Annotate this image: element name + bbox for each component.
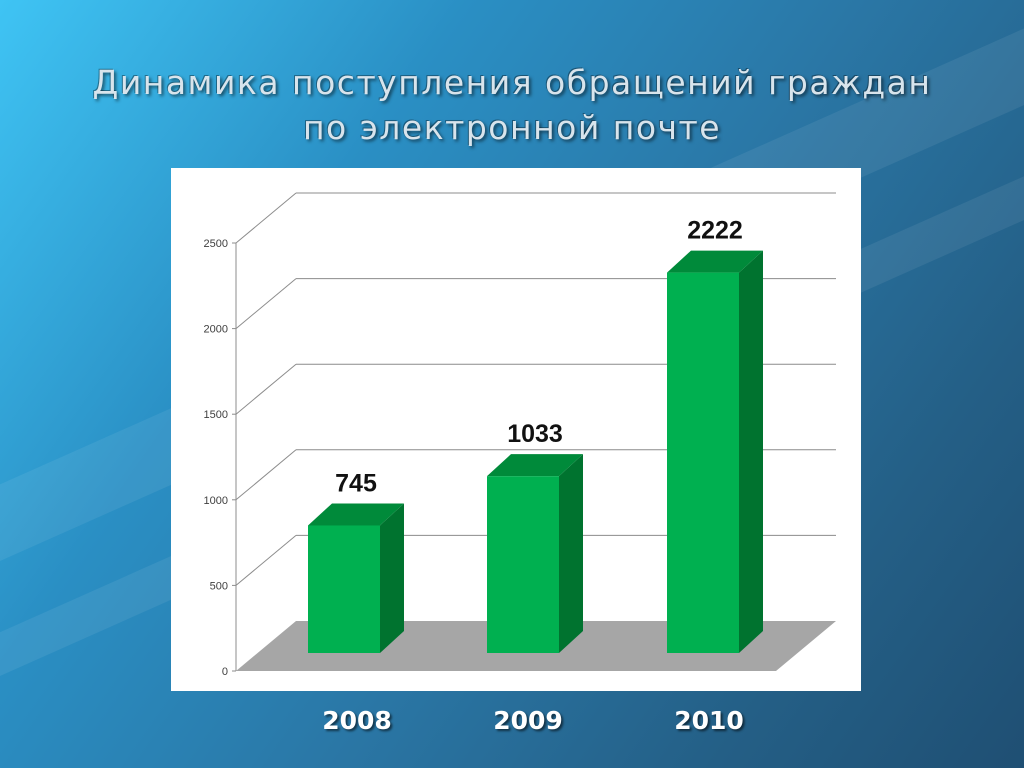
bar-side bbox=[739, 250, 763, 653]
bar-side bbox=[380, 503, 404, 653]
bar-data-label: 1033 bbox=[507, 420, 563, 448]
gridline-diagonal bbox=[235, 535, 297, 586]
gridline-diagonal bbox=[235, 192, 297, 244]
gridline-diagonal bbox=[235, 278, 297, 329]
x-tick-label: 2010 bbox=[674, 706, 744, 735]
gridline-diagonal bbox=[235, 363, 297, 415]
bar-chart: 0 500 1000 1500 2000 2500 745 1033 2222 bbox=[204, 192, 836, 678]
bar bbox=[308, 525, 380, 653]
y-tick-label: 2000 bbox=[204, 324, 228, 336]
title-line-1: Динамика поступления обращений граждан bbox=[92, 63, 932, 102]
bar bbox=[667, 272, 739, 653]
chart-panel: 0 500 1000 1500 2000 2500 745 1033 2222 bbox=[171, 168, 861, 691]
x-tick-label: 2008 bbox=[322, 706, 392, 735]
y-tick-label: 0 bbox=[222, 666, 228, 678]
bar bbox=[487, 476, 559, 653]
bar-top bbox=[308, 503, 404, 526]
y-tick-label: 500 bbox=[210, 580, 228, 592]
title-line-2: по электронной почте bbox=[302, 108, 722, 147]
y-tick-label: 1500 bbox=[204, 409, 228, 421]
bar-side bbox=[559, 454, 583, 653]
bar-top bbox=[487, 454, 583, 477]
gridline-diagonal bbox=[235, 449, 297, 501]
x-axis-labels: 2008 2009 2010 bbox=[0, 706, 1024, 740]
y-tick-label: 1000 bbox=[204, 495, 228, 507]
bar-data-label: 2222 bbox=[687, 217, 743, 245]
x-tick-label: 2009 bbox=[493, 706, 563, 735]
page-title: Динамика поступления обращений граждан п… bbox=[0, 60, 1024, 150]
y-tick-label: 2500 bbox=[204, 238, 228, 250]
bar-data-label: 745 bbox=[335, 469, 377, 497]
bar-top bbox=[667, 250, 763, 273]
